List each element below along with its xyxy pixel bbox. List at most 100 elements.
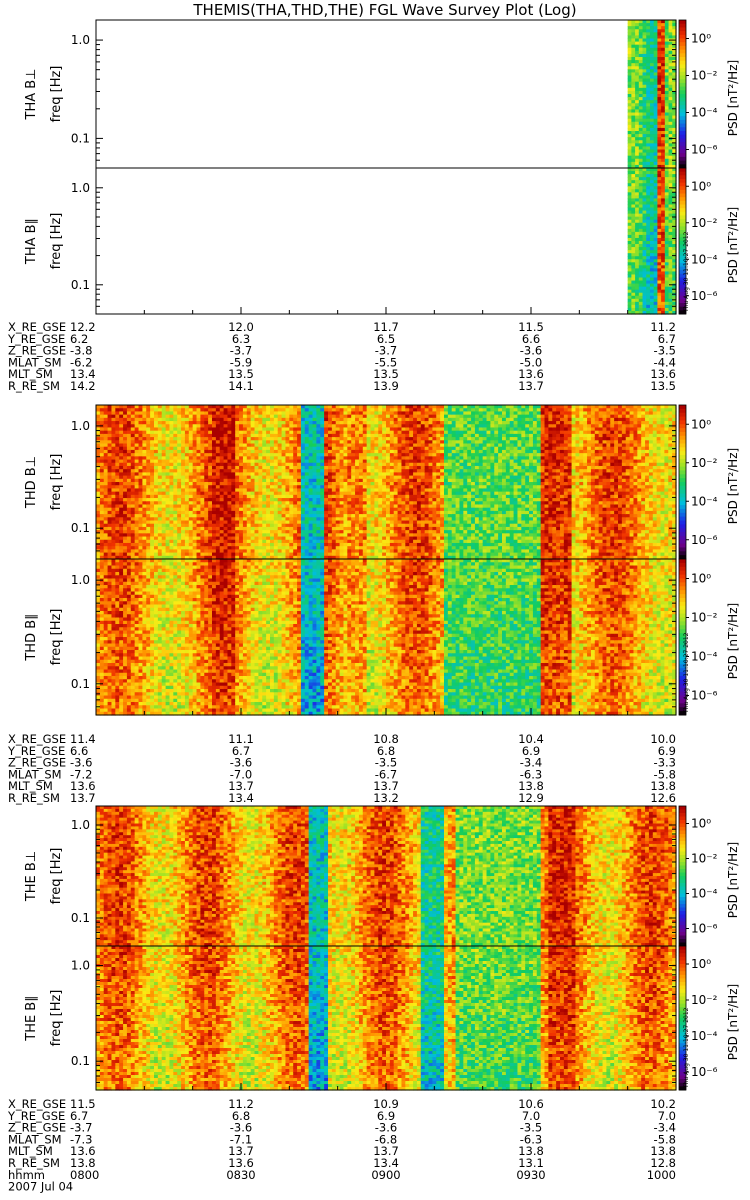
- psd-cell: [165, 408, 171, 413]
- psd-cell: [227, 478, 232, 483]
- psd-cell: [646, 155, 651, 160]
- psd-cell: [653, 168, 659, 172]
- psd-cell: [635, 72, 640, 77]
- psd-cell: [181, 472, 186, 477]
- psd-cell: [130, 427, 136, 432]
- psd-cell: [165, 555, 171, 560]
- psd-cell: [200, 539, 205, 544]
- psd-cell: [126, 523, 132, 528]
- psd-cell: [664, 44, 670, 49]
- psd-cell: [184, 459, 190, 464]
- psd-cell: [661, 72, 666, 77]
- psd-cell: [664, 301, 670, 306]
- colorbar-segment: [679, 255, 686, 260]
- psd-cell: [227, 475, 232, 480]
- psd-cell: [188, 536, 194, 541]
- psd-cell: [142, 440, 147, 445]
- psd-cell: [142, 443, 147, 448]
- psd-cell: [134, 433, 140, 438]
- psd-cell: [150, 526, 155, 531]
- psd-cell: [672, 213, 677, 218]
- psd-cell: [223, 465, 229, 470]
- psd-cell: [126, 453, 132, 457]
- psd-cell: [107, 485, 113, 490]
- psd-cell: [646, 152, 651, 157]
- psd-cell: [672, 66, 677, 70]
- psd-cell: [661, 280, 666, 285]
- psd-cell: [635, 87, 640, 92]
- psd-cell: [635, 134, 640, 138]
- psd-cell: [115, 526, 120, 531]
- psd-cell: [631, 250, 636, 254]
- psd-cell: [134, 510, 140, 515]
- psd-cell: [635, 164, 640, 169]
- psd-cell: [223, 533, 229, 538]
- psd-cell: [657, 60, 662, 64]
- psd-cell: [181, 546, 186, 550]
- psd-cell: [161, 430, 167, 435]
- psd-cell: [119, 417, 124, 422]
- psd-cell: [181, 456, 186, 461]
- psd-cell: [146, 549, 151, 554]
- psd-cell: [664, 213, 670, 218]
- psd-cell: [631, 180, 636, 184]
- psd-cell: [646, 94, 651, 98]
- psd-cell: [169, 494, 174, 499]
- psd-cell: [184, 475, 190, 480]
- psd-cell: [661, 81, 666, 86]
- psd-cell: [184, 542, 190, 547]
- psd-cell: [204, 411, 209, 416]
- psd-cell: [653, 262, 659, 266]
- psd-cell: [215, 411, 221, 416]
- psd-cell: [200, 414, 205, 419]
- psd-cell: [142, 510, 147, 515]
- psd-cell: [99, 440, 105, 445]
- psd-cell: [150, 449, 155, 454]
- psd-cell: [653, 155, 659, 160]
- psd-cell: [142, 549, 147, 554]
- psd-cell: [653, 174, 659, 178]
- psd-cell: [111, 453, 116, 457]
- psd-cell: [142, 546, 147, 550]
- psd-cell: [664, 29, 670, 33]
- psd-cell: [635, 186, 640, 190]
- psd-cell: [138, 405, 143, 409]
- psd-cell: [635, 106, 640, 111]
- psd-cell: [646, 304, 651, 309]
- psd-cell: [635, 289, 640, 294]
- psd-cell: [157, 510, 163, 515]
- psd-cell: [107, 478, 113, 483]
- psd-cell: [188, 507, 194, 512]
- psd-cell: [103, 443, 109, 448]
- psd-cell: [157, 517, 163, 522]
- psd-cell: [638, 177, 644, 181]
- psd-cell: [188, 523, 194, 528]
- psd-cell: [638, 118, 644, 123]
- psd-cell: [638, 204, 644, 209]
- psd-cell: [219, 504, 225, 509]
- psd-cell: [638, 29, 644, 33]
- psd-cell: [173, 472, 178, 477]
- colorbar-segment: [679, 299, 686, 304]
- psd-cell: [115, 504, 120, 509]
- psd-cell: [188, 555, 194, 560]
- psd-cell: [208, 520, 213, 525]
- psd-cell: [126, 539, 132, 544]
- colorbar-segment: [679, 306, 686, 311]
- psd-cell: [134, 526, 140, 531]
- psd-cell: [165, 462, 171, 467]
- psd-cell: [123, 408, 128, 413]
- psd-cell: [646, 198, 651, 203]
- psd-cell: [231, 491, 236, 496]
- psd-cell: [661, 146, 666, 151]
- psd-cell: [173, 504, 178, 509]
- psd-cell: [227, 494, 232, 499]
- psd-cell: [126, 533, 132, 538]
- psd-cell: [664, 155, 670, 160]
- psd-cell: [627, 274, 632, 279]
- psd-cell: [227, 530, 232, 534]
- psd-cell: [173, 526, 178, 531]
- psd-cell: [646, 259, 651, 263]
- psd-cell: [631, 168, 636, 172]
- psd-cell: [635, 253, 640, 257]
